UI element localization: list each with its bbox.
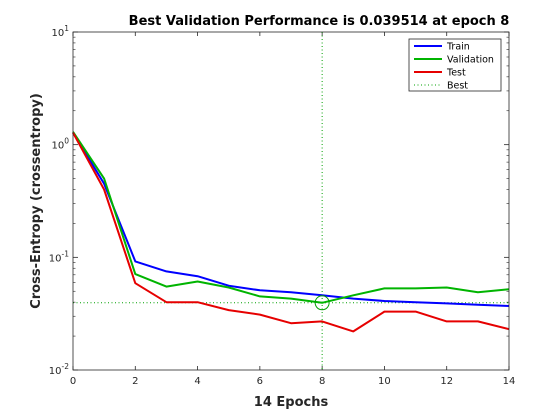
x-tick-label: 0 — [70, 376, 76, 387]
x-tick-label: 4 — [194, 376, 200, 387]
legend-box — [408, 38, 502, 92]
x-tick-label: 2 — [132, 376, 138, 387]
series-line-train — [72, 132, 510, 307]
plot-frame — [72, 31, 510, 371]
y-tick-label: 100 — [51, 137, 69, 152]
y-tick-label: 10-2 — [49, 362, 69, 377]
legend-label-test: Test — [446, 68, 466, 79]
legend: Train Validation Test Best — [408, 38, 502, 92]
y-tick-label: 101 — [51, 24, 69, 39]
x-tick-label: 10 — [378, 376, 391, 387]
x-axis-label: 14 Epochs — [254, 395, 329, 410]
chart-title: Best Validation Performance is 0.039514 … — [129, 14, 510, 29]
series-line-validation — [72, 131, 510, 304]
best-point-marker — [314, 295, 330, 311]
x-tick-label: 12 — [440, 376, 453, 387]
y-axis-label: Cross-Entropy (crossentropy) — [29, 93, 44, 309]
legend-label-validation: Validation — [447, 55, 494, 66]
legend-label-best: Best — [447, 81, 468, 92]
legend-label-train: Train — [446, 42, 470, 53]
y-tick-label: 10-1 — [49, 249, 69, 264]
series-line-test — [72, 132, 510, 333]
x-tick-label: 8 — [319, 376, 325, 387]
x-tick-label: 6 — [257, 376, 263, 387]
x-tick-label: 14 — [503, 376, 516, 387]
